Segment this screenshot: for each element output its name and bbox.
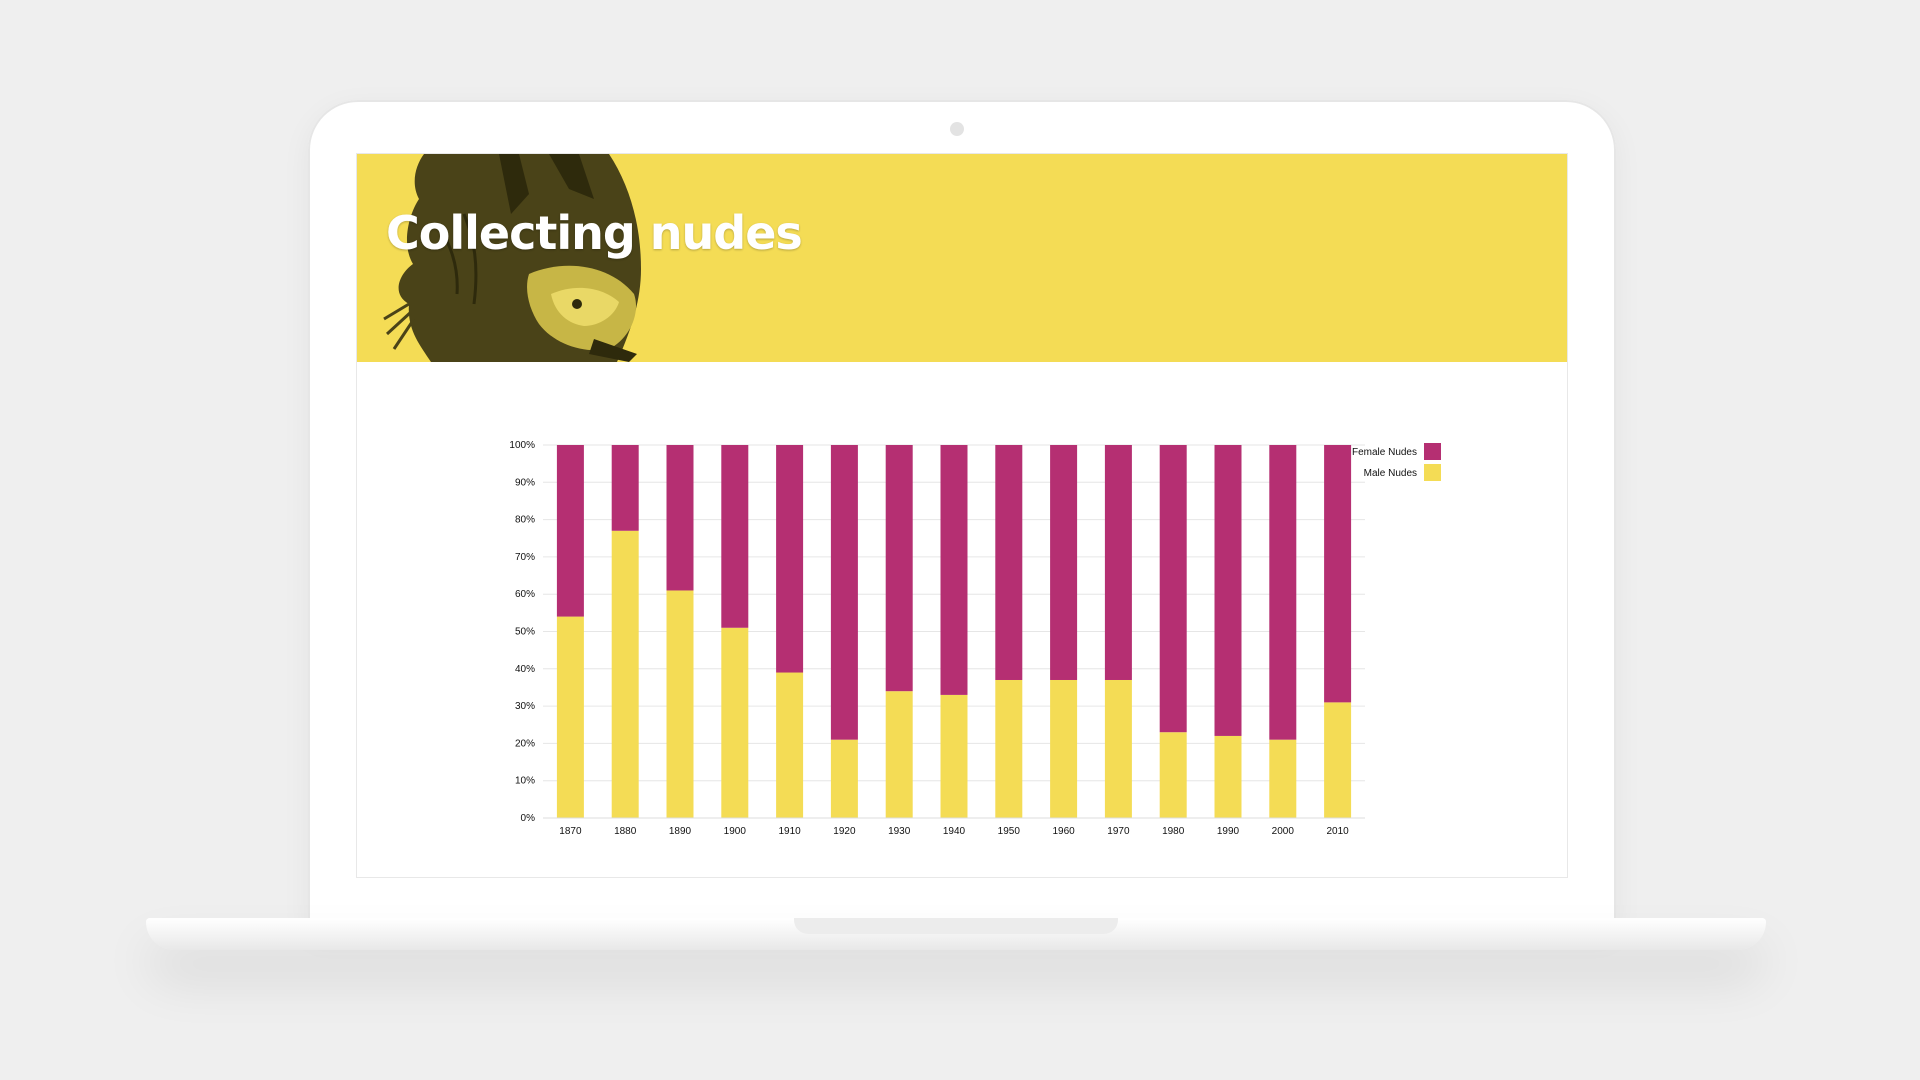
x-tick-label: 1970 [1107, 826, 1130, 837]
y-tick-label: 0% [521, 813, 536, 824]
y-tick-label: 60% [515, 589, 535, 600]
y-tick-label: 10% [515, 776, 535, 787]
legend-label: Female Nudes [1352, 447, 1417, 458]
x-tick-label: 1940 [943, 826, 966, 837]
y-tick-label: 70% [515, 552, 535, 563]
bar-male-nudes [1214, 735, 1242, 818]
x-tick-label: 1910 [778, 826, 801, 837]
x-tick-label: 1890 [669, 826, 692, 837]
bar-male-nudes [1050, 679, 1078, 818]
chart-legend: Female Nudes Male Nudes [1352, 443, 1441, 481]
bar-male-nudes [611, 530, 639, 818]
x-axis: 1870 1880 1890 1900 1910 1920 1930 1940 1950 1960… [543, 817, 1365, 837]
bar-male-nudes [940, 694, 968, 818]
bar-female-nudes [1214, 445, 1242, 736]
bar-female-nudes [1104, 445, 1132, 680]
x-tick-label: 1880 [614, 826, 637, 837]
bar-male-nudes [776, 672, 804, 818]
legend-swatch [1424, 443, 1441, 460]
y-tick-label: 50% [515, 627, 535, 638]
bar-female-nudes [556, 445, 584, 617]
bar-male-nudes [995, 679, 1023, 818]
bar-male-nudes [1104, 679, 1132, 818]
screen: Collecting nudes 0% 10% 20% 30% 40% 50% 60% 70%… [356, 153, 1568, 878]
bar-male-nudes [830, 739, 858, 818]
bar-male-nudes [885, 691, 913, 818]
bar-female-nudes [830, 445, 858, 740]
laptop-base-notch [794, 918, 1118, 934]
y-tick-label: 30% [515, 701, 535, 712]
bar-female-nudes [611, 445, 639, 531]
bar-male-nudes [721, 627, 749, 818]
y-axis: 0% 10% 20% 30% 40% 50% 60% 70% 80% 90% 100% [509, 440, 535, 824]
bar-female-nudes [1159, 445, 1187, 733]
x-tick-label: 1960 [1052, 826, 1075, 837]
x-tick-label: 2000 [1272, 826, 1295, 837]
header-banner: Collecting nudes [357, 154, 1567, 362]
bar-female-nudes [1269, 445, 1297, 740]
bar-male-nudes [1269, 739, 1297, 818]
x-tick-label: 1870 [559, 826, 582, 837]
bar-male-nudes [1324, 702, 1352, 818]
x-tick-label: 2010 [1326, 826, 1349, 837]
chart-bars [556, 445, 1352, 818]
x-tick-label: 1950 [998, 826, 1021, 837]
bar-female-nudes [1324, 445, 1352, 703]
x-tick-label: 1980 [1162, 826, 1185, 837]
y-tick-label: 100% [509, 440, 535, 451]
y-tick-label: 40% [515, 664, 535, 675]
bar-male-nudes [1159, 732, 1187, 818]
page-title: Collecting nudes [386, 206, 803, 260]
x-tick-label: 1930 [888, 826, 911, 837]
bar-female-nudes [776, 445, 804, 673]
bar-female-nudes [885, 445, 913, 692]
stacked-bar-chart: 0%10%20%30%40%50%60%70%80%90%100% 1870 18… [509, 440, 1441, 837]
gorilla-mask-illustration [383, 154, 641, 362]
bar-male-nudes [556, 616, 584, 818]
legend-swatch [1424, 464, 1441, 481]
y-tick-label: 20% [515, 738, 535, 749]
x-tick-label: 1990 [1217, 826, 1240, 837]
legend-label: Male Nudes [1364, 468, 1417, 479]
x-tick-label: 1920 [833, 826, 856, 837]
y-tick-label: 90% [515, 477, 535, 488]
bar-female-nudes [995, 445, 1023, 680]
y-tick-label: 80% [515, 515, 535, 526]
bar-female-nudes [721, 445, 749, 628]
bar-male-nudes [666, 590, 694, 818]
bar-female-nudes [1050, 445, 1078, 680]
webcam [950, 122, 964, 136]
bar-female-nudes [940, 445, 968, 695]
x-tick-label: 1900 [724, 826, 747, 837]
bar-female-nudes [666, 445, 694, 591]
